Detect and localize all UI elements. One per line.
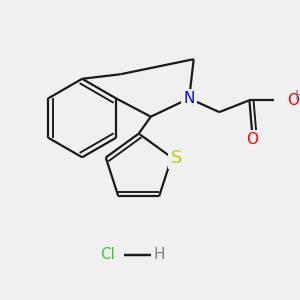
- Text: O: O: [287, 93, 299, 108]
- Text: H: H: [294, 89, 300, 103]
- Text: N: N: [184, 91, 195, 106]
- Text: H: H: [154, 248, 166, 262]
- Text: O: O: [246, 132, 258, 147]
- Text: Cl: Cl: [100, 248, 115, 262]
- Text: S: S: [171, 148, 182, 166]
